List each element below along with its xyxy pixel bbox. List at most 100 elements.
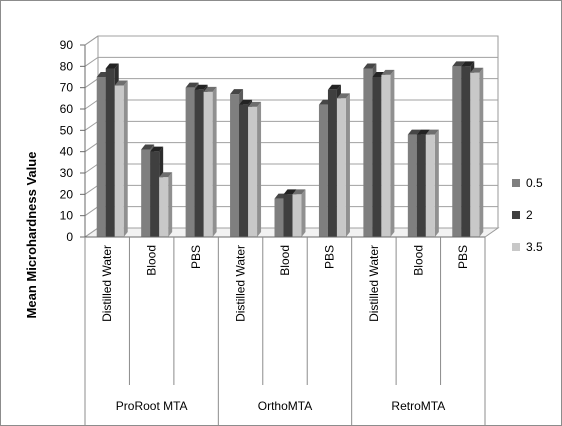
plot-area: 0 10 20 30 40 50 60 70 80 90 [60, 35, 500, 244]
bar-top [239, 99, 253, 105]
bar-top [425, 129, 439, 135]
bar-front [452, 66, 462, 237]
bar-top [105, 63, 119, 69]
bar-side [479, 67, 484, 237]
legend-item: 2 [512, 208, 533, 222]
legend: 0.5 2 3.5 [512, 176, 543, 254]
bar-top [407, 129, 421, 135]
group-label: RetroMTA [391, 399, 445, 413]
bar-side [434, 129, 439, 237]
bar-front [141, 149, 151, 237]
bar-front [239, 104, 249, 237]
y-axis-depth-line [84, 35, 99, 46]
legend-item: 3.5 [512, 240, 543, 254]
bar [381, 69, 395, 237]
x-tick-label: Distilled Water [234, 245, 248, 322]
bar [425, 129, 439, 237]
bar [470, 67, 484, 237]
x-tick-label: PBS [456, 245, 470, 269]
y-tick-label: 40 [60, 145, 74, 159]
group-label: ProRoot MTA [116, 399, 188, 413]
y-tick-label: 90 [60, 38, 74, 52]
legend-swatch [512, 179, 520, 187]
bar [203, 86, 217, 237]
bar-front [230, 94, 240, 237]
bar [292, 189, 306, 237]
x-tick-label: Blood [278, 245, 292, 276]
y-tick-label: 10 [60, 209, 74, 223]
x-tick-label: Blood [411, 245, 425, 276]
bar-front [194, 89, 204, 237]
bar-front [372, 77, 382, 237]
x-tick-label: PBS [189, 245, 203, 269]
bar-front [274, 198, 284, 237]
y-tick-label: 0 [66, 230, 73, 244]
legend-label: 3.5 [526, 240, 543, 254]
bar-top [203, 86, 217, 92]
bar-front [292, 194, 302, 237]
bar-top [248, 101, 262, 107]
bar-front [150, 151, 160, 237]
bar-front [318, 104, 328, 237]
bar-front [185, 87, 195, 238]
bar-top [150, 146, 164, 152]
bar-front [105, 68, 115, 237]
bar-top [292, 189, 306, 195]
bar-top [327, 84, 341, 90]
bar-top [336, 93, 350, 99]
bar-top [230, 89, 244, 95]
bar-side [390, 69, 395, 237]
bar-top [185, 82, 199, 88]
bar-side [168, 172, 173, 237]
bar [248, 101, 262, 237]
group-label: OrthoMTA [258, 399, 312, 413]
bar-front [283, 194, 293, 237]
legend-item: 0.5 [512, 176, 543, 190]
bar-top [416, 129, 430, 135]
y-tick-label: 80 [60, 59, 74, 73]
legend-swatch [512, 243, 520, 251]
bar-side [123, 80, 128, 238]
bar-front [416, 134, 426, 237]
bar-side [345, 93, 350, 237]
bar-front [425, 134, 435, 237]
legend-label: 0.5 [526, 176, 543, 190]
bar-top [381, 69, 395, 75]
legend-swatch [512, 211, 520, 219]
bar-top [452, 61, 466, 67]
bar-front [327, 89, 337, 237]
bar [336, 93, 350, 237]
y-axis-label: Mean Microhardness Value [24, 152, 39, 319]
bar-front [336, 98, 346, 237]
bar-front [470, 72, 480, 237]
bar-side [257, 101, 262, 237]
bar-top [283, 189, 297, 195]
bar-top [194, 84, 208, 90]
bar [159, 172, 173, 237]
bar-front [407, 134, 417, 237]
bar-front [248, 106, 258, 237]
bar-side [212, 86, 217, 237]
bar-top [363, 63, 377, 69]
y-tick-label: 50 [60, 123, 74, 137]
bar-top [461, 61, 475, 67]
bar-front [96, 77, 106, 237]
x-tick-label: Distilled Water [100, 245, 114, 322]
legend-label: 2 [526, 208, 533, 222]
bar-front [363, 68, 373, 237]
bar-top [159, 172, 173, 178]
bar-front [159, 177, 169, 237]
x-tick-label: PBS [322, 245, 336, 269]
y-tick-label: 20 [60, 187, 74, 201]
x-axis: Distilled Water Blood PBS Distilled Water Bl… [84, 236, 486, 426]
x-tick-label: Blood [145, 245, 159, 276]
bar [114, 80, 128, 238]
bar-side [301, 189, 306, 237]
y-tick-label: 60 [60, 102, 74, 116]
bar-front [381, 74, 391, 237]
bar-front [203, 91, 213, 237]
bar-top [470, 67, 484, 73]
bar-top [114, 80, 128, 86]
y-tick-label: 70 [60, 81, 74, 95]
